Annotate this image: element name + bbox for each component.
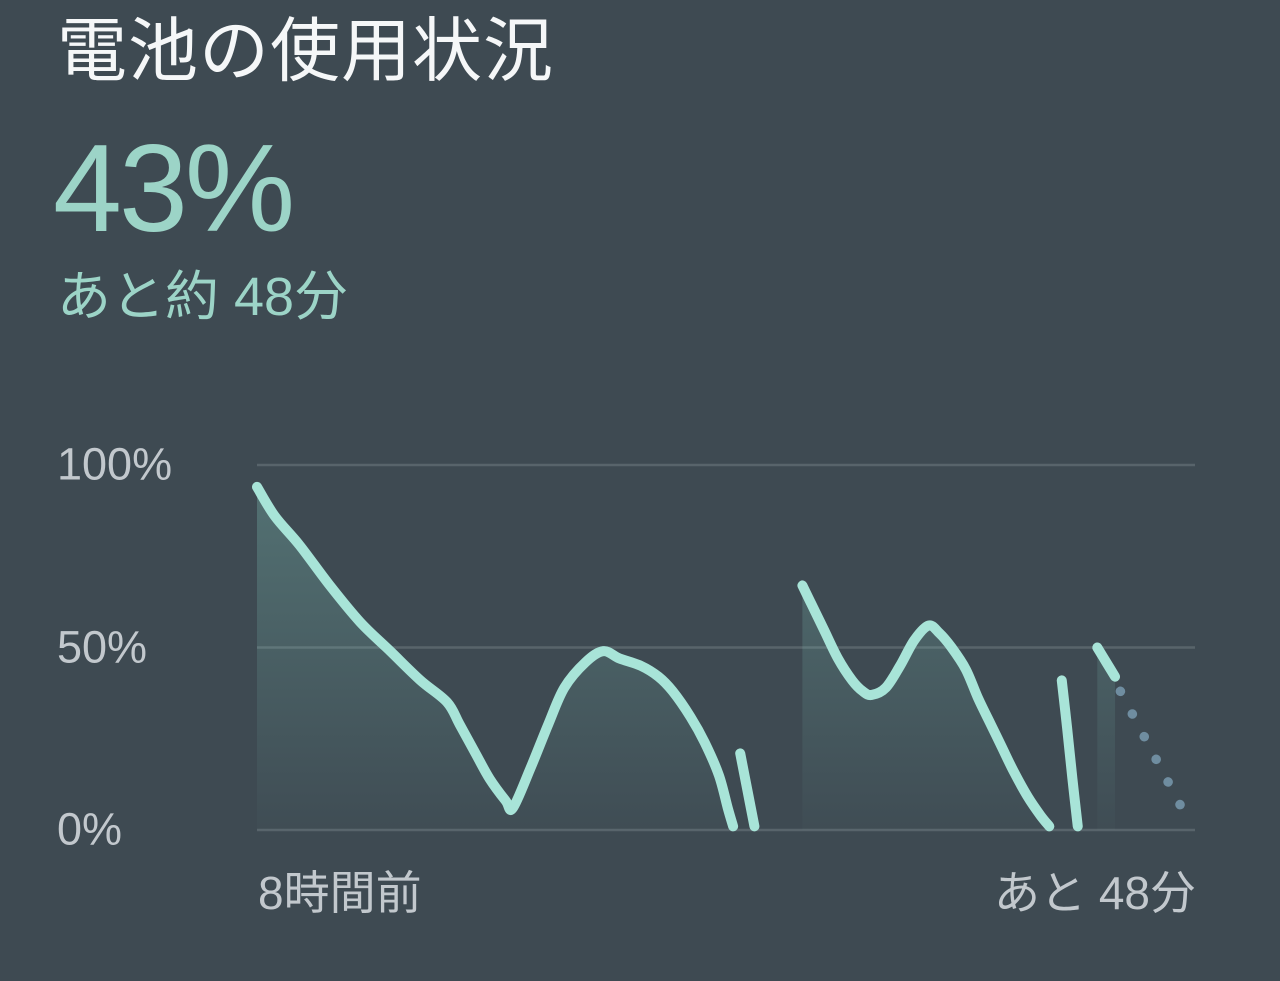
- x-axis-label-start: 8時間前: [258, 867, 422, 919]
- battery-current-line: [1092, 642, 1121, 682]
- battery-history-2-fill: [802, 585, 1050, 830]
- battery-time-remaining: あと約 48分: [57, 267, 349, 327]
- x-axis-label-end: あと 48分: [994, 867, 1196, 919]
- battery-history-1-line: [252, 481, 739, 832]
- battery-history-2-line: [797, 580, 1055, 832]
- page-title: 電池の使用状況: [57, 12, 554, 90]
- y-axis-tick-50: 50%: [57, 621, 148, 673]
- battery-current-fill: [1097, 647, 1116, 830]
- battery-projection-line: [1115, 686, 1197, 832]
- battery-percent-value: 43%: [53, 120, 295, 258]
- gap-mark-1-line: [735, 748, 760, 832]
- y-axis-tick-100: 100%: [57, 438, 173, 490]
- gap-mark-2-line: [1056, 675, 1083, 832]
- y-axis-tick-0: 0%: [57, 803, 123, 855]
- battery-history-1-fill: [257, 486, 734, 830]
